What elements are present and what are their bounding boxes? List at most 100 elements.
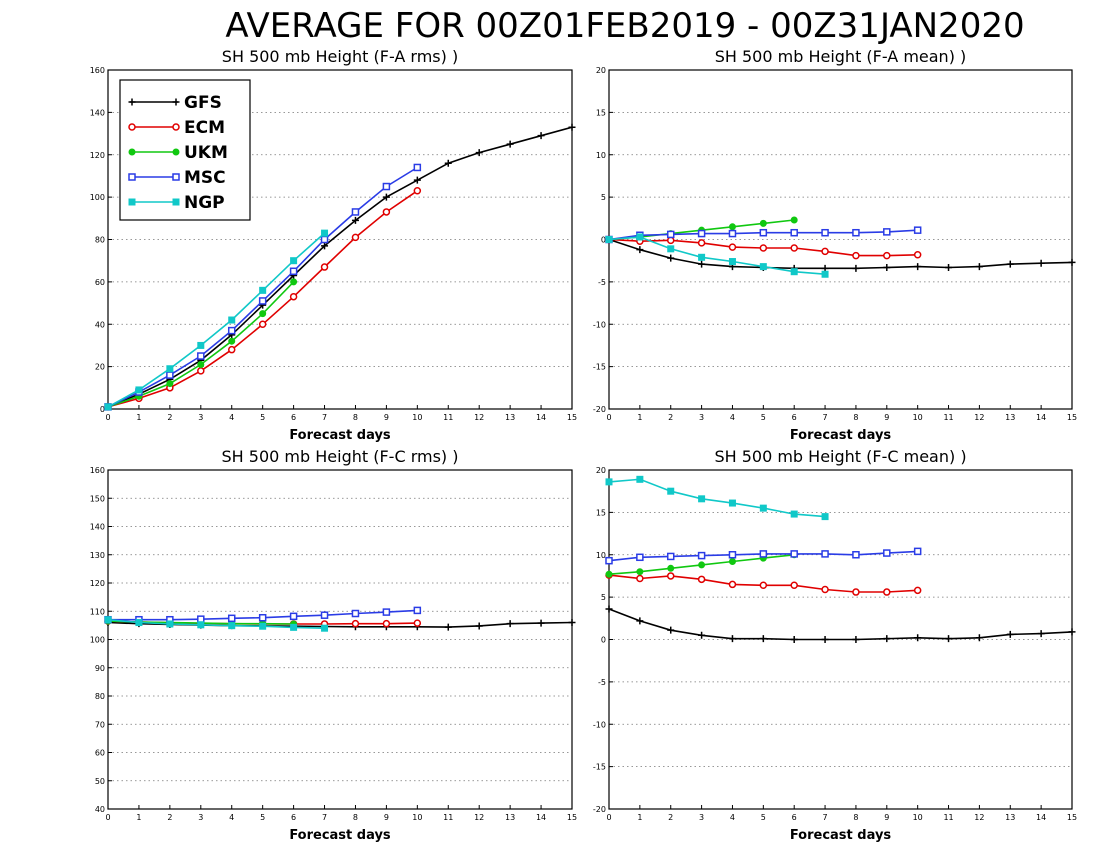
- data-point: [166, 365, 174, 373]
- y-tick-label: -15: [593, 363, 606, 372]
- data-point: [135, 386, 143, 394]
- data-point: [351, 208, 360, 216]
- data-point: [197, 341, 205, 349]
- y-tick-label: 150: [90, 494, 105, 503]
- data-point: [728, 258, 736, 266]
- data-point: [821, 264, 829, 272]
- series-gfs: [605, 605, 1076, 643]
- x-tick-label: 4: [229, 813, 234, 822]
- data-point: [605, 478, 613, 486]
- data-point: [728, 551, 737, 559]
- data-point: [605, 556, 613, 565]
- data-point: [259, 622, 267, 630]
- data-point: [667, 254, 675, 262]
- y-tick-label: 15: [596, 108, 606, 117]
- data-point: [666, 552, 675, 561]
- x-tick-label: 0: [606, 813, 611, 822]
- data-point: [759, 635, 767, 643]
- data-point: [197, 367, 205, 375]
- data-point: [166, 371, 174, 379]
- legend-box: [119, 79, 251, 221]
- x-tick-label: 1: [637, 413, 642, 422]
- series-line-gfs: [608, 238, 1073, 270]
- x-tick-label: 7: [322, 413, 327, 422]
- legend-label: MSC: [184, 168, 226, 188]
- y-tick-label: 120: [90, 151, 105, 160]
- x-tick-label: 2: [167, 413, 172, 422]
- data-point: [413, 619, 422, 627]
- y-tick-label: 110: [90, 607, 105, 616]
- x-tick-label: 13: [505, 813, 515, 822]
- panel-title: SH 500 mb Height (F-C mean) ): [714, 447, 966, 466]
- data-point: [913, 251, 922, 259]
- data-point: [698, 253, 706, 261]
- x-tick-label: 11: [943, 413, 953, 422]
- data-point: [975, 263, 983, 271]
- data-point: [321, 242, 329, 250]
- y-tick-label: 80: [95, 236, 105, 245]
- data-point: [413, 187, 422, 195]
- x-axis-label: Forecast days: [790, 828, 892, 843]
- data-point: [975, 634, 983, 642]
- data-point: [351, 233, 360, 242]
- data-point: [351, 216, 359, 224]
- legend-marker: [128, 173, 136, 181]
- x-tick-label: 3: [198, 813, 203, 822]
- x-tick-label: 13: [1005, 413, 1015, 422]
- data-point: [883, 635, 891, 643]
- x-tick-label: 9: [384, 413, 389, 422]
- y-tick-label: 0: [601, 236, 606, 245]
- data-point: [227, 614, 236, 623]
- data-point: [666, 230, 675, 239]
- data-point: [289, 292, 298, 301]
- panel-title: SH 500 mb Height (F-A mean) ): [715, 47, 967, 66]
- data-point: [1006, 630, 1014, 638]
- data-point: [636, 574, 644, 583]
- data-point: [228, 337, 236, 345]
- data-point: [259, 310, 267, 318]
- panels: SH 500 mb Height (F-A rms) )020406080100…: [90, 47, 1077, 843]
- x-tick-label: 1: [136, 813, 141, 822]
- data-point: [728, 580, 737, 589]
- data-point: [258, 613, 267, 622]
- data-point: [913, 586, 922, 595]
- legend-item-ecm: ECM: [128, 118, 225, 138]
- series-msc: [104, 606, 422, 624]
- data-point: [289, 267, 298, 276]
- x-tick-label: 0: [606, 413, 611, 422]
- data-point: [506, 140, 514, 148]
- data-point: [413, 606, 422, 615]
- y-tick-label: 130: [90, 551, 105, 560]
- y-tick-label: 15: [596, 508, 606, 517]
- y-tick-label: -10: [593, 320, 606, 329]
- x-tick-label: 10: [412, 413, 422, 422]
- data-point: [197, 621, 205, 629]
- data-point: [413, 163, 422, 172]
- legend-marker: [172, 148, 180, 156]
- x-tick-label: 12: [474, 413, 484, 422]
- data-point: [135, 619, 143, 627]
- y-tick-label: -5: [598, 278, 606, 287]
- data-point: [698, 561, 706, 569]
- data-point: [790, 216, 798, 224]
- x-tick-label: 14: [1036, 413, 1046, 422]
- data-point: [945, 263, 953, 271]
- data-point: [568, 123, 576, 131]
- x-tick-label: 15: [1067, 813, 1077, 822]
- x-tick-label: 7: [823, 813, 828, 822]
- x-tick-label: 3: [699, 413, 704, 422]
- data-point: [852, 551, 860, 559]
- panel-4: SH 500 mb Height (F-C mean) ) -20 -15 -10 -5…: [593, 447, 1077, 843]
- data-point: [475, 149, 483, 157]
- x-tick-label: 3: [699, 813, 704, 822]
- legend-marker: [172, 123, 180, 131]
- panel-1: SH 500 mb Height (F-A rms) )020406080100…: [90, 47, 577, 443]
- y-tick-label: 0: [100, 405, 105, 414]
- x-tick-label: 12: [474, 813, 484, 822]
- data-point: [227, 345, 236, 354]
- legend-item-ngp: NGP: [128, 193, 225, 213]
- data-point: [759, 550, 768, 558]
- data-point: [382, 608, 391, 616]
- data-point: [636, 568, 644, 576]
- data-point: [382, 193, 390, 201]
